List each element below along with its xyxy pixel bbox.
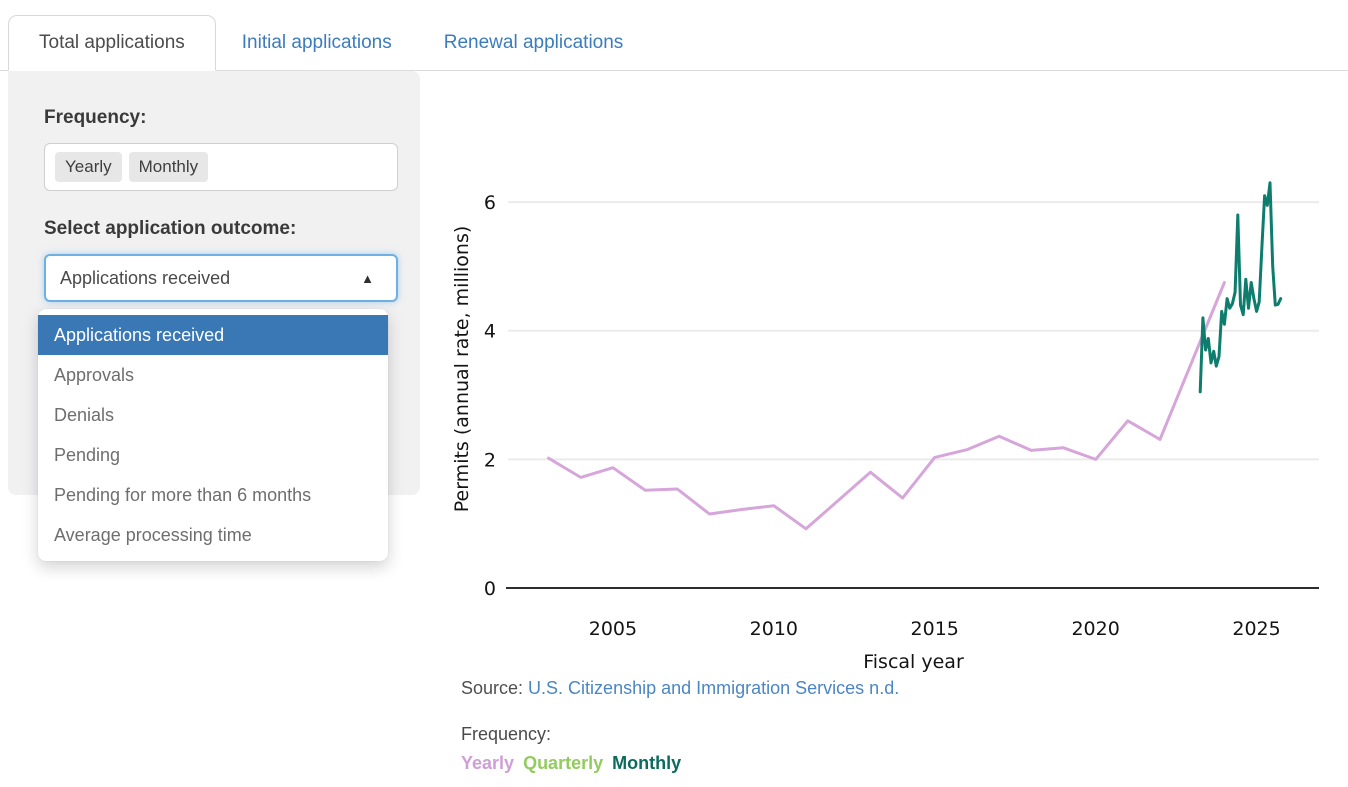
dropdown-option[interactable]: Applications received bbox=[38, 315, 388, 355]
dropdown-option[interactable]: Average processing time bbox=[54, 525, 252, 545]
legend-frequency-label: Frequency: bbox=[461, 724, 552, 744]
y-tick-label: 0 bbox=[484, 578, 496, 600]
x-tick-label: 2005 bbox=[589, 618, 637, 640]
tab-initial-applications[interactable]: Initial applications bbox=[241, 32, 392, 53]
y-tick-label: 6 bbox=[484, 192, 496, 214]
y-tick-label: 2 bbox=[484, 449, 496, 471]
tab-bar: Total applications Initial applications Re… bbox=[0, 0, 1348, 71]
dropdown-option[interactable]: Pending bbox=[54, 445, 121, 465]
source-line: Source: U.S. Citizenship and Immigration… bbox=[461, 678, 899, 699]
legend-item-monthly: Monthly bbox=[612, 753, 682, 773]
frequency-option-group: Yearly Monthly bbox=[44, 143, 398, 191]
x-tick-label: 2020 bbox=[1071, 618, 1119, 640]
legend-item-quarterly: Quarterly bbox=[523, 753, 604, 773]
outcome-dropdown-menu: Applications received Approvals Denials Pen… bbox=[38, 309, 388, 561]
source-prefix: Source: bbox=[461, 678, 529, 698]
tab-renewal-applications[interactable]: Renewal applications bbox=[443, 32, 624, 53]
y-axis-title: Permits (annual rate, millions) bbox=[451, 226, 473, 513]
legend-item-yearly: Yearly bbox=[461, 753, 515, 773]
outcome-select-value: Applications received bbox=[60, 267, 231, 288]
dropdown-option[interactable]: Pending for more than 6 months bbox=[54, 485, 312, 505]
chevron-up-icon: ▲ bbox=[361, 270, 374, 286]
x-tick-label: 2015 bbox=[911, 618, 959, 640]
y-tick-label: 4 bbox=[484, 321, 496, 343]
monthly-series-line bbox=[1198, 181, 1283, 394]
outcome-select[interactable]: Applications received ▲ bbox=[44, 254, 398, 302]
x-axis-title: Fiscal year bbox=[863, 651, 964, 673]
legend-items: Yearly Quarterly Monthly bbox=[461, 753, 681, 774]
dropdown-option[interactable]: Denials bbox=[54, 405, 115, 425]
dropdown-option[interactable]: Approvals bbox=[54, 365, 135, 385]
permits-line-chart: 0 2 4 6 2005 2010 2015 2020 2025 Fiscal year Permi… bbox=[451, 181, 1319, 673]
tab-total-applications[interactable]: Total applications bbox=[8, 15, 216, 71]
x-tick-label: 2025 bbox=[1232, 618, 1280, 640]
x-tick-label: 2010 bbox=[750, 618, 798, 640]
frequency-chip-yearly[interactable]: Yearly bbox=[55, 152, 122, 182]
frequency-chip-monthly[interactable]: Monthly bbox=[128, 152, 209, 182]
outcome-label: Select application outcome: bbox=[44, 218, 297, 239]
yearly-series-line bbox=[547, 281, 1226, 531]
source-link[interactable]: U.S. Citizenship and Immigration Service… bbox=[528, 678, 900, 698]
frequency-label: Frequency: bbox=[44, 107, 147, 128]
